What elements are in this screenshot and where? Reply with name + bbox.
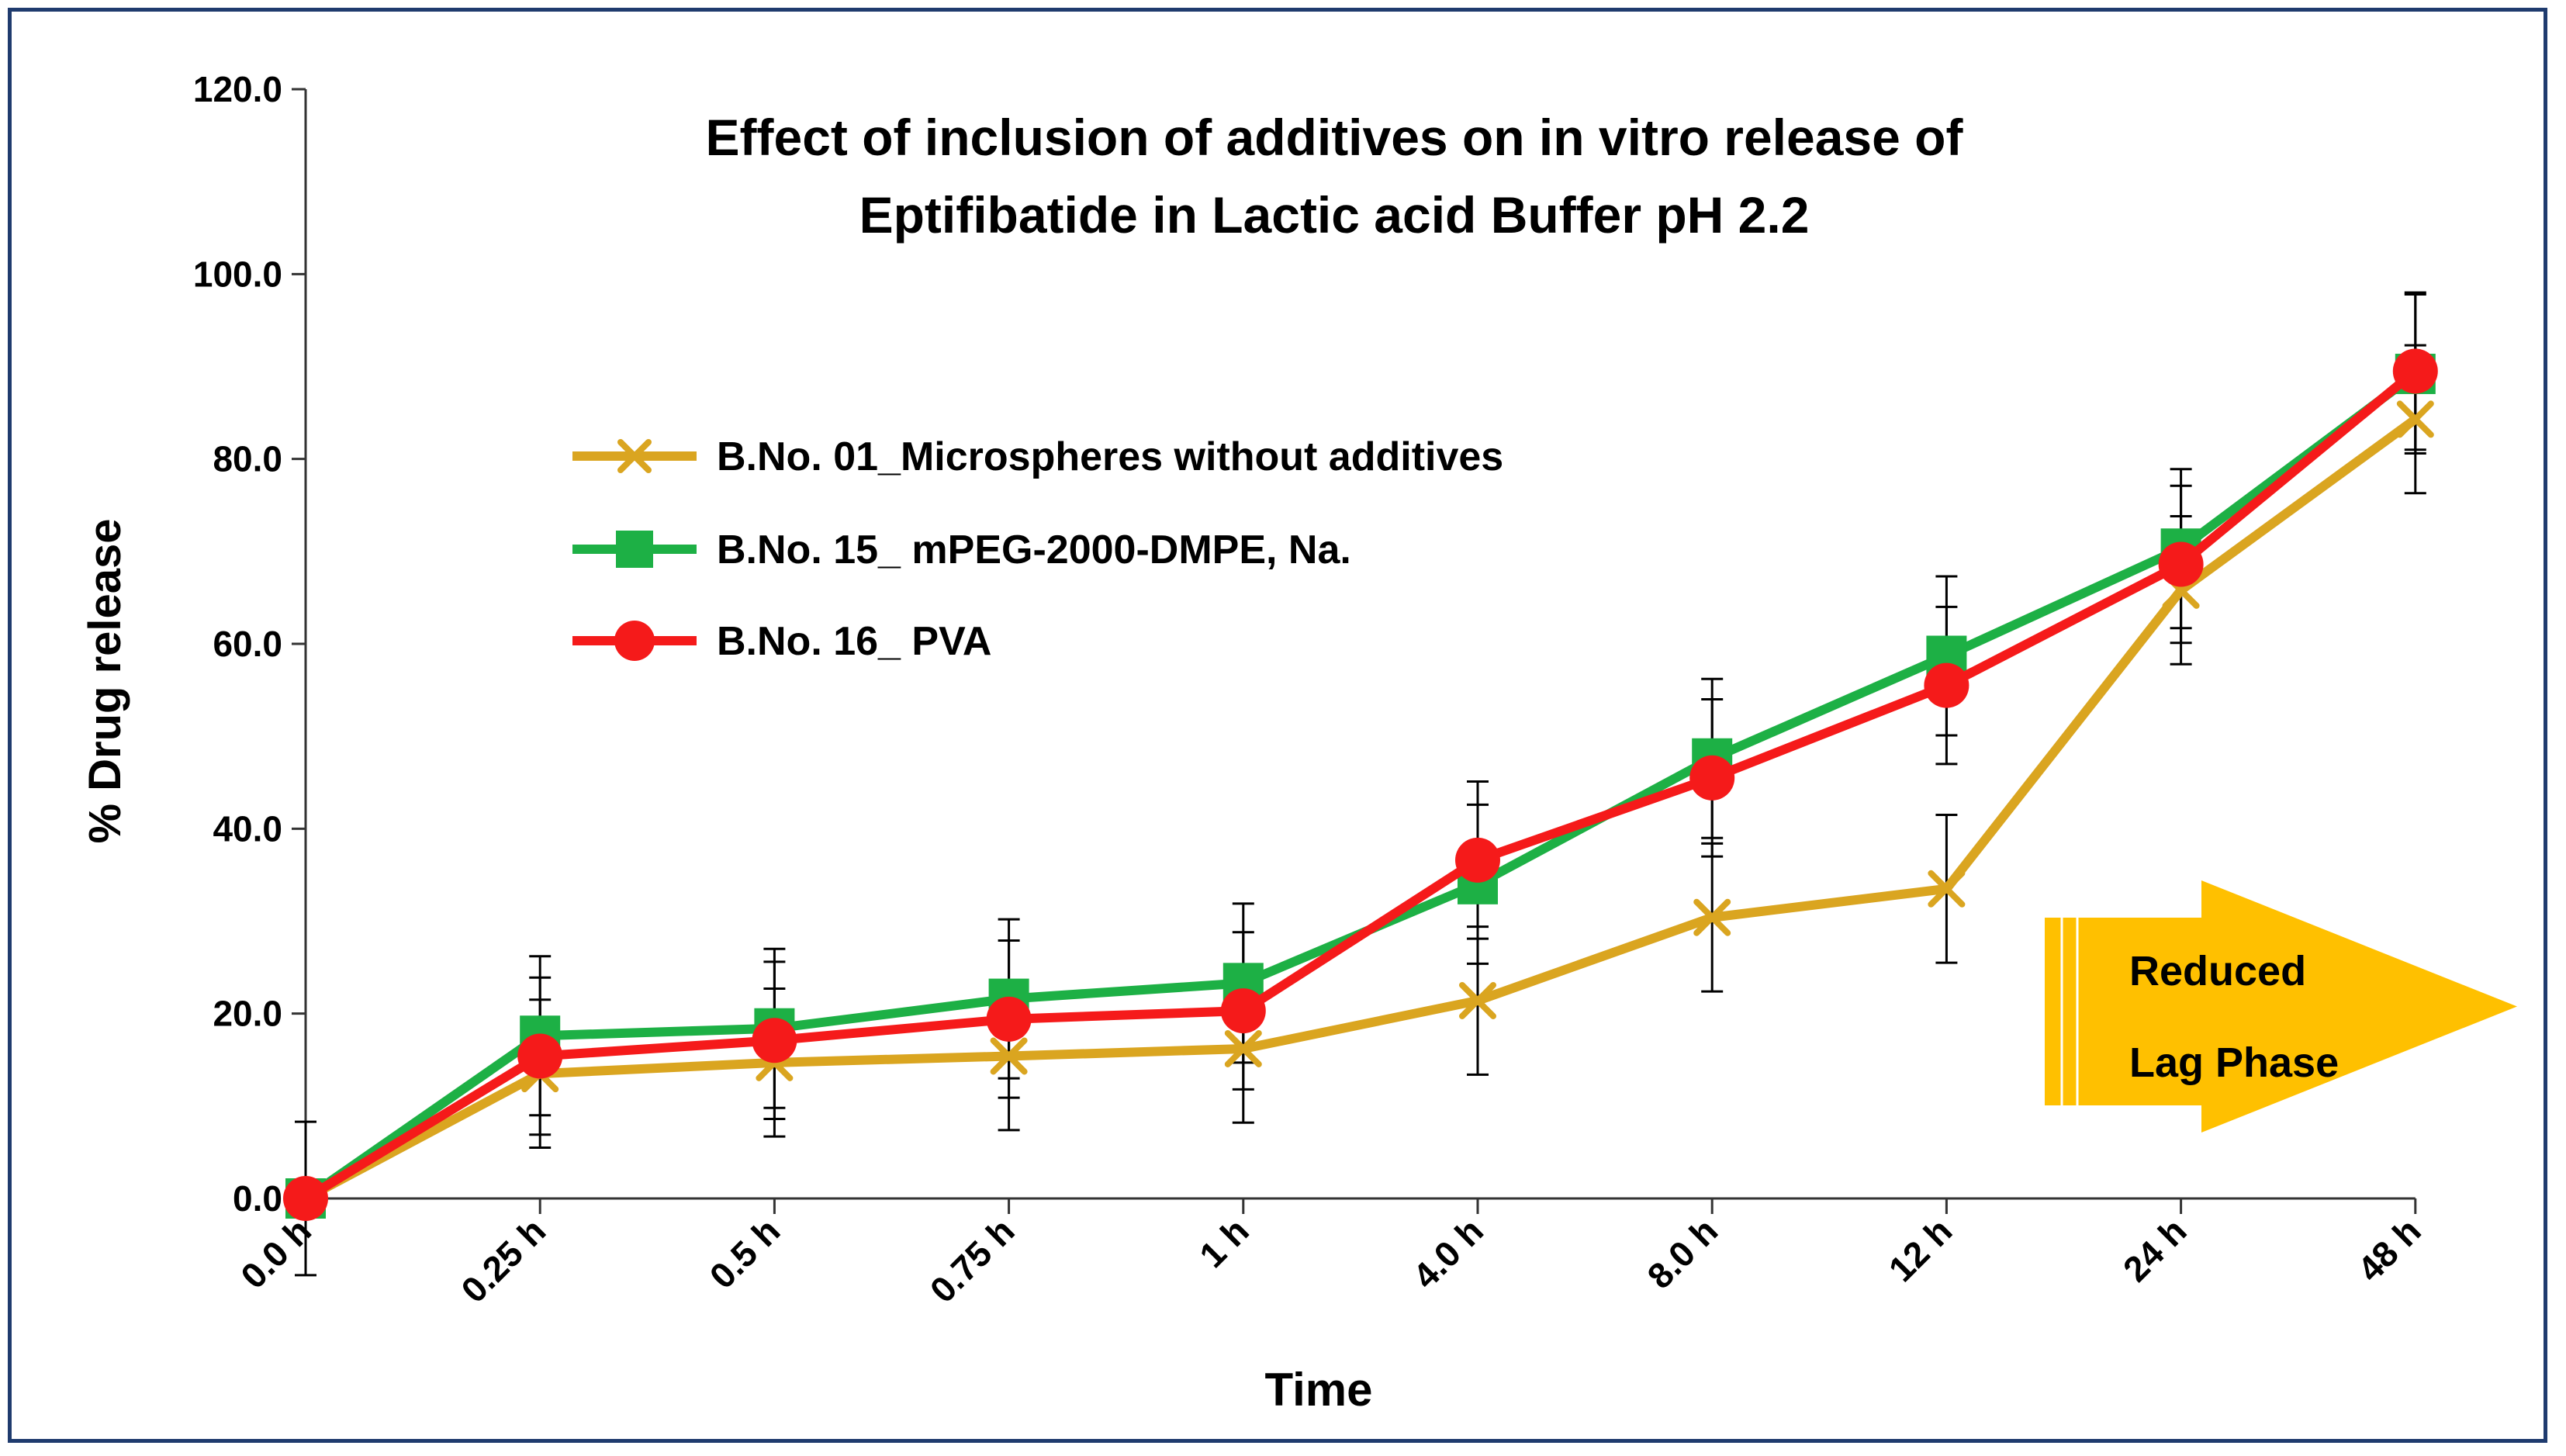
data-point xyxy=(1455,837,1500,883)
y-tick-label: 100.0 xyxy=(193,254,282,294)
legend-item-2: B.No. 15_ mPEG-2000-DMPE, Na. xyxy=(572,527,1351,572)
data-point xyxy=(1459,981,1496,1019)
y-tick-label: 20.0 xyxy=(213,994,282,1034)
x-tick-label: 12 h xyxy=(1881,1210,1960,1289)
data-point xyxy=(1689,755,1735,801)
y-tick-label: 40.0 xyxy=(213,808,282,849)
y-axis-label: % Drug release xyxy=(80,518,130,843)
data-point xyxy=(517,1033,563,1079)
legend: B.No. 01_Microspheres without additives B… xyxy=(572,434,1503,664)
data-point xyxy=(2392,348,2438,394)
arrow-shape xyxy=(2045,880,2517,1133)
series-line xyxy=(303,415,2419,1203)
y-tick-label: 120.0 xyxy=(193,69,282,109)
y-tick-label: 0.0 xyxy=(233,1178,282,1219)
chart-title-line-1: Effect of inclusion of additives on in v… xyxy=(706,109,1964,166)
legend-marker xyxy=(616,531,653,568)
x-axis-label: Time xyxy=(1265,1364,1373,1416)
data-point xyxy=(2158,541,2204,587)
series-1 xyxy=(295,344,2426,1277)
x-tick-label: 4.0 h xyxy=(1405,1210,1491,1296)
annotation-line-1: Reduced xyxy=(2129,948,2306,994)
data-point xyxy=(986,996,1032,1042)
data-point xyxy=(1224,1029,1262,1067)
series-layer xyxy=(283,291,2438,1277)
y-tick-label: 80.0 xyxy=(213,439,282,479)
chart-frame xyxy=(8,8,2547,1443)
series-line xyxy=(303,367,2419,1203)
data-point xyxy=(1220,988,1266,1034)
x-tick-label: 24 h xyxy=(2115,1210,2194,1289)
legend-marker xyxy=(614,621,655,661)
legend-label: B.No. 01_Microspheres without additives xyxy=(717,434,1503,479)
data-point xyxy=(1693,898,1731,936)
data-point xyxy=(1928,870,1966,908)
data-point xyxy=(283,1176,328,1221)
legend-marker xyxy=(617,439,652,473)
legend-item-1: B.No. 01_Microspheres without additives xyxy=(572,434,1503,479)
x-tick-label: 0.75 h xyxy=(922,1210,1022,1310)
data-point xyxy=(752,1018,797,1063)
x-tick-label: 0.25 h xyxy=(453,1210,553,1310)
x-tick-label: 8.0 h xyxy=(1639,1210,1725,1296)
legend-label: B.No. 15_ mPEG-2000-DMPE, Na. xyxy=(717,527,1351,572)
titles: Effect of inclusion of additives on in v… xyxy=(706,109,1964,244)
y-tick-label: 60.0 xyxy=(213,624,282,664)
legend-label: B.No. 16_ PVA xyxy=(717,619,991,664)
annotation-line-2: Lag Phase xyxy=(2129,1039,2339,1086)
series-3-marks xyxy=(283,348,2438,1221)
chart-title-line-2: Eptifibatide in Lactic acid Buffer pH 2.… xyxy=(859,186,1810,244)
data-point xyxy=(990,1037,1028,1075)
x-tick-label: 1 h xyxy=(1191,1210,1257,1275)
x-tick-label: 48 h xyxy=(2350,1210,2429,1289)
data-point xyxy=(2396,400,2434,438)
data-point xyxy=(1924,662,1969,708)
legend-item-3: B.No. 16_ PVA xyxy=(572,619,991,664)
lag-phase-annotation: Reduced Lag Phase xyxy=(2045,880,2517,1133)
x-tick-label: 0.5 h xyxy=(702,1210,788,1296)
